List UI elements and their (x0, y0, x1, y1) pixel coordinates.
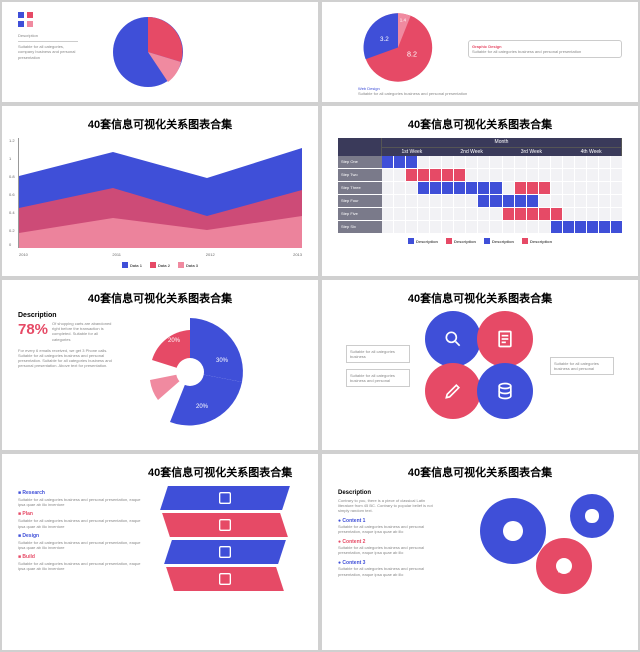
area-legend: Data 1 Data 2 Data 3 (18, 262, 302, 268)
slide-area-chart: 40套信息可视化关系图表合集 1.2 1 0.8 0.6 0.4 0.2 0 2… (2, 106, 318, 276)
slide-pie-callout: 3.2 8.2 1.4 Graphic Design Suitable for … (322, 2, 638, 102)
doc-icon (477, 311, 533, 367)
pie-icon: 3.2 8.2 1.4 (338, 7, 458, 97)
search-icon (425, 311, 481, 367)
ribbon-stack (164, 486, 286, 591)
slide-gantt: 40套信息可视化关系图表合集 Month1st Week2nd Week3rd … (322, 106, 638, 276)
gantt-legend: Description Description Description Desc… (338, 238, 622, 244)
legend-label: Description (18, 33, 78, 38)
slide-pie-legend: Description Suitable for all categories,… (2, 2, 318, 102)
slide-title: 40套信息可视化关系图表合集 (338, 464, 622, 480)
svg-text:8.2: 8.2 (407, 50, 417, 59)
svg-text:20%: 20% (196, 404, 209, 410)
slide-ribbons: 40套信息可视化关系图表合集 ■ ResearchSuitable for al… (2, 454, 318, 650)
slide-gears: 40套信息可视化关系图表合集 Description Contrary to y… (322, 454, 638, 650)
svg-text:1.4: 1.4 (400, 17, 407, 22)
slide-title: 40套信息可视化关系图表合集 (148, 464, 302, 480)
gear-icon (536, 538, 592, 594)
slide-title: 40套信息可视化关系图表合集 (18, 290, 302, 306)
percentage-value: 78% (18, 321, 48, 338)
db-icon (477, 363, 533, 419)
circle-grid (428, 314, 532, 418)
radial-chart-icon: 20% 30% 20% (125, 312, 255, 432)
gear-cluster (462, 486, 622, 606)
slide-radial: 40套信息可视化关系图表合集 Description 78% Of shoppi… (2, 280, 318, 450)
slide-title: 40套信息可视化关系图表合集 (338, 116, 622, 132)
area-chart: 1.2 1 0.8 0.6 0.4 0.2 0 2010 2011 2012 2… (18, 138, 302, 248)
slide-title: 40套信息可视化关系图表合集 (338, 290, 622, 306)
svg-text:20%: 20% (168, 338, 181, 344)
gantt-chart: Month1st Week2nd Week3rd Week4th Week St… (338, 138, 622, 234)
gear-icon (480, 498, 546, 564)
slide-circles: 40套信息可视化关系图表合集 Suitable for all categori… (322, 280, 638, 450)
gear-icon (570, 494, 614, 538)
svg-text:30%: 30% (216, 358, 229, 364)
pie-icon (88, 12, 208, 102)
pencil-icon (425, 363, 481, 419)
svg-text:3.2: 3.2 (380, 36, 389, 43)
slide-title: 40套信息可视化关系图表合集 (18, 116, 302, 132)
